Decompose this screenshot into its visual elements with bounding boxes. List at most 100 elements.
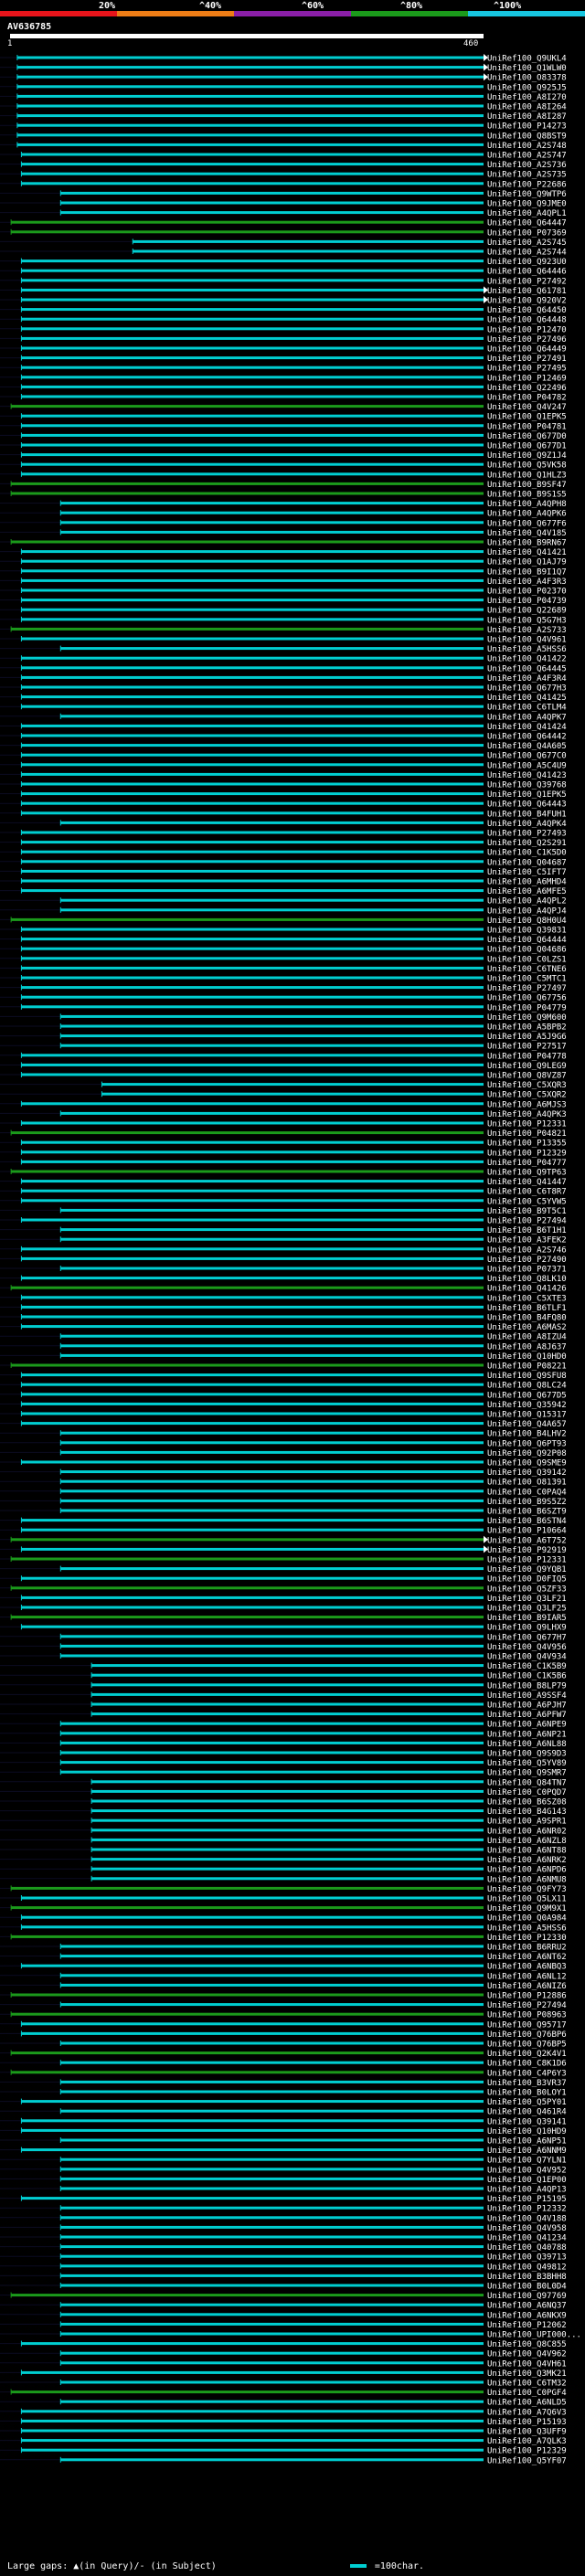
hit-row: UniRef100_P14273	[0, 122, 567, 132]
hit-bar	[16, 143, 484, 146]
hit-row: UniRef100_P08963	[0, 2011, 567, 2020]
hit-label: UniRef100_Q41234	[487, 2234, 567, 2243]
hit-bar	[21, 163, 484, 166]
hit-label: UniRef100_Q923U0	[487, 258, 567, 267]
hit-bar	[91, 1673, 484, 1677]
hit-bar	[60, 1441, 484, 1445]
hit-row: UniRef100_A6NKX9	[0, 2311, 567, 2320]
hit-row: UniRef100_A2S746	[0, 1246, 567, 1255]
hit-row: UniRef100_D0FIQ5	[0, 1575, 567, 1585]
hit-row: UniRef100_Q677D1	[0, 442, 567, 451]
hit-bar	[21, 947, 484, 950]
hit-bar	[21, 957, 484, 960]
hit-bar	[60, 2303, 484, 2306]
hit-bar	[60, 2245, 484, 2249]
hit-row: UniRef100_Q3LF21	[0, 1595, 567, 1604]
hit-label: UniRef100_A6T752	[487, 1536, 567, 1545]
hit-row: UniRef100_P12329	[0, 2447, 567, 2456]
hit-row: UniRef100_P04781	[0, 422, 567, 431]
hit-row: UniRef100_C5XQR2	[0, 1091, 567, 1100]
hit-label: UniRef100_UPI000...	[487, 2331, 581, 2340]
hit-bar	[60, 1654, 484, 1658]
hit-bar	[60, 1732, 484, 1735]
hit-bar	[60, 1479, 484, 1483]
hit-bar	[60, 2264, 484, 2268]
hit-label: UniRef100_Q677D0	[487, 432, 567, 441]
hit-bar	[21, 366, 484, 369]
hit-label: UniRef100_Q5ZF33	[487, 1585, 567, 1594]
hit-label: UniRef100_A6NRK2	[487, 1856, 567, 1865]
hit-row: UniRef100_Q64442	[0, 733, 567, 742]
hit-row: UniRef100_Q5VK58	[0, 461, 567, 471]
hit-label: UniRef100_D0FIQ5	[487, 1575, 567, 1585]
hit-row: UniRef100_A6NNM9	[0, 2147, 567, 2156]
hit-row: UniRef100_Q9YQB1	[0, 1565, 567, 1574]
hit-bar	[21, 1606, 484, 1609]
hit-bar	[11, 2294, 484, 2297]
hit-row: UniRef100_Q9TP63	[0, 1169, 567, 1178]
hit-bar	[91, 1664, 484, 1668]
hit-row: UniRef100_P27496	[0, 335, 567, 345]
hit-bar	[21, 1460, 484, 1464]
hit-label: UniRef100_P12331	[487, 1120, 567, 1129]
hit-label: UniRef100_Q41422	[487, 655, 567, 664]
hit-row: UniRef100_B3VR37	[0, 2079, 567, 2088]
hit-bar	[21, 182, 484, 186]
hit-label: UniRef100_P22686	[487, 180, 567, 189]
hit-bar	[60, 1334, 484, 1338]
hit-label: UniRef100_C6TLM4	[487, 704, 567, 713]
hit-row: UniRef100_A5J9G6	[0, 1033, 567, 1042]
hit-bar	[21, 1296, 484, 1299]
hit-row: UniRef100_B0LOY1	[0, 2089, 567, 2098]
hit-row: UniRef100_A6T752	[0, 1535, 567, 1545]
hit-bar	[11, 1131, 484, 1135]
hit-row: UniRef100_Q4V188	[0, 2214, 567, 2223]
hit-label: UniRef100_Q64447	[487, 219, 567, 228]
hit-bar	[21, 424, 484, 428]
hit-row: UniRef100_A4QPJ4	[0, 906, 567, 916]
hit-label: UniRef100_Q9M9X1	[487, 1904, 567, 1913]
hit-bar	[60, 502, 484, 505]
hit-label: UniRef100_Q64450	[487, 306, 567, 315]
hit-bar	[21, 2197, 484, 2200]
hit-label: UniRef100_A6NPE9	[487, 1721, 567, 1730]
hit-bar	[60, 1644, 484, 1648]
hit-bar	[60, 2216, 484, 2220]
hit-bar	[91, 1683, 484, 1687]
hit-row: UniRef100_Q9M600	[0, 1013, 567, 1023]
hit-row: UniRef100_B3BHH8	[0, 2273, 567, 2282]
hit-label: UniRef100_B4FUH1	[487, 810, 567, 819]
hit-row: UniRef100_Q92P08	[0, 1449, 567, 1458]
hit-bar	[21, 1373, 484, 1377]
hit-label: UniRef100_B9T5C1	[487, 1207, 567, 1216]
hit-bar	[21, 153, 484, 156]
hit-label: UniRef100_Q9S9D3	[487, 1750, 567, 1759]
gaps-label: Large gaps: ▲(in Query)/- (in Subject)	[7, 2561, 217, 2571]
hit-row: UniRef100_B9T5C1	[0, 1207, 567, 1216]
hit-bar	[21, 1422, 484, 1426]
hit-row: UniRef100_Q8LC24	[0, 1382, 567, 1391]
hit-row: UniRef100_P92919	[0, 1545, 567, 1555]
hit-label: UniRef100_Q41447	[487, 1178, 567, 1187]
hit-row: UniRef100_P12331	[0, 1556, 567, 1565]
hit-bar	[21, 443, 484, 447]
hit-row: UniRef100_A6NQ37	[0, 2302, 567, 2311]
hit-row: UniRef100_Q39713	[0, 2253, 567, 2263]
hit-row: UniRef100_B4LHV2	[0, 1430, 567, 1439]
hit-label: UniRef100_Q64443	[487, 800, 567, 810]
hit-bar	[21, 1189, 484, 1193]
hit-label: UniRef100_A2S745	[487, 239, 567, 248]
hit-bar	[60, 521, 484, 525]
hit-label: UniRef100_Q1EPK5	[487, 413, 567, 422]
hit-bar	[21, 298, 484, 302]
hit-label: UniRef100_A2S735	[487, 171, 567, 180]
hit-label: UniRef100_Q677H3	[487, 684, 567, 694]
scale-label: =100char.	[374, 2561, 425, 2571]
hit-row: UniRef100_P27495	[0, 365, 567, 374]
hit-bar	[21, 2419, 484, 2422]
hit-label: UniRef100_Q4V952	[487, 2166, 567, 2175]
hit-label: UniRef100_A6MFE5	[487, 887, 567, 896]
hit-row: UniRef100_P08221	[0, 1362, 567, 1372]
hit-label: UniRef100_C5YVW5	[487, 1197, 567, 1206]
hit-row: UniRef100_Q9WTP6	[0, 190, 567, 199]
